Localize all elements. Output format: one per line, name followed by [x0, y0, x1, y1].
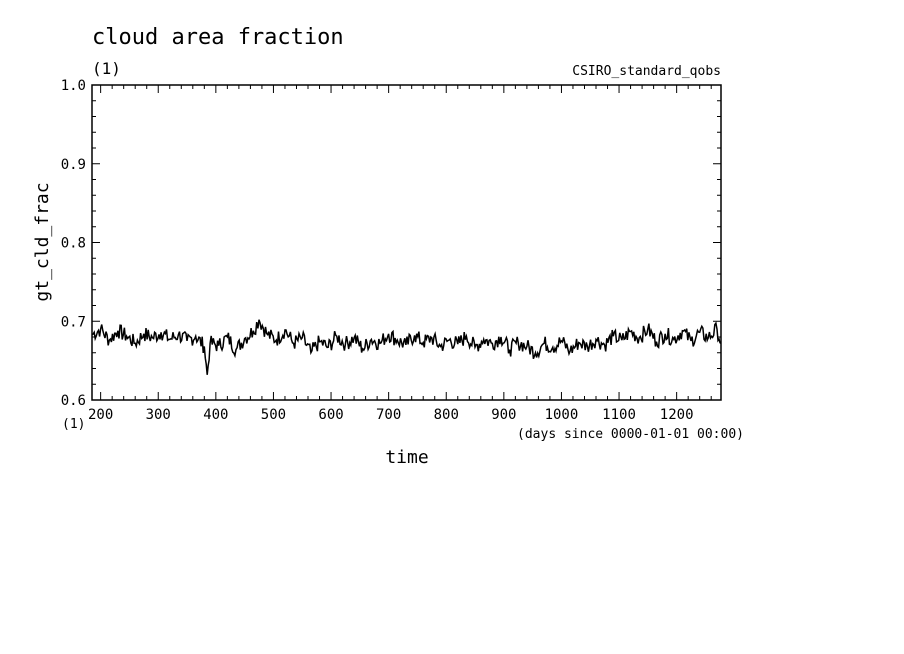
x-tick-label: 500	[261, 407, 286, 423]
x-tick-label: 300	[146, 407, 171, 423]
y-axis-label: gt_cld_frac	[32, 182, 53, 301]
x-axis-label: time	[385, 447, 428, 468]
axis-ticks	[92, 84, 721, 401]
plot-frame	[91, 84, 722, 401]
y-units: (1)	[62, 417, 85, 432]
x-tick-label: 200	[88, 407, 113, 423]
x-tick-labels: 200 300 400 500 600 700 800 900 1000 1100 1200	[88, 407, 694, 423]
x-tick-label: 1100	[602, 407, 636, 423]
y-tick-label: 1.0	[61, 78, 86, 94]
dataset-label: CSIRO_standard_qobs	[572, 64, 721, 79]
x-tick-label: 400	[203, 407, 228, 423]
title-units: (1)	[92, 59, 121, 78]
y-tick-label: 0.8	[61, 236, 86, 252]
x-tick-label: 600	[318, 407, 343, 423]
x-tick-label: 1200	[660, 407, 694, 423]
x-units: (days since 0000-01-01 00:00)	[517, 427, 744, 442]
x-tick-label: 800	[434, 407, 459, 423]
series-line	[91, 319, 722, 375]
x-tick-label: 900	[491, 407, 516, 423]
y-tick-label: 0.9	[61, 157, 86, 173]
y-tick-label: 0.6	[61, 393, 86, 409]
x-tick-label: 1000	[545, 407, 579, 423]
chart-title: cloud area fraction	[92, 25, 344, 50]
y-tick-label: 0.7	[61, 314, 86, 330]
y-tick-labels: 0.6 0.7 0.8 0.9 1.0	[61, 78, 86, 409]
x-tick-label: 700	[376, 407, 401, 423]
